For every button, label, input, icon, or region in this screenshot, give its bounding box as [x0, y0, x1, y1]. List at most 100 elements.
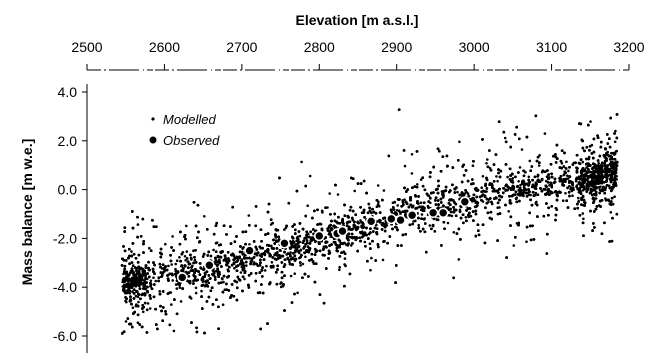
- modelled-point: [581, 212, 585, 215]
- modelled-point: [608, 158, 612, 161]
- modelled-point: [296, 291, 299, 295]
- modelled-point: [298, 234, 302, 238]
- modelled-point: [194, 286, 198, 290]
- modelled-point: [178, 286, 182, 289]
- modelled-point: [560, 162, 564, 165]
- modelled-point: [486, 158, 489, 161]
- modelled-point: [507, 210, 511, 213]
- modelled-point: [233, 266, 236, 270]
- modelled-point: [589, 120, 592, 123]
- modelled-point: [175, 287, 179, 290]
- modelled-point: [382, 189, 386, 192]
- modelled-point: [471, 164, 475, 167]
- modelled-point: [164, 242, 167, 246]
- modelled-point: [410, 172, 414, 175]
- modelled-point: [582, 217, 585, 221]
- modelled-point: [301, 262, 305, 266]
- modelled-point: [427, 194, 431, 197]
- modelled-point: [170, 303, 173, 306]
- modelled-point: [183, 254, 187, 258]
- modelled-point: [481, 175, 485, 178]
- modelled-point: [525, 240, 528, 243]
- modelled-point: [458, 140, 461, 144]
- modelled-point: [216, 254, 220, 258]
- modelled-point: [375, 227, 379, 230]
- modelled-point: [223, 288, 227, 292]
- modelled-point: [338, 265, 342, 269]
- modelled-point: [184, 259, 187, 262]
- modelled-point: [336, 193, 340, 196]
- modelled-point: [136, 295, 140, 299]
- modelled-point: [146, 302, 150, 305]
- modelled-point: [152, 276, 155, 280]
- modelled-point: [568, 184, 571, 188]
- modelled-point: [185, 250, 189, 253]
- modelled-point: [450, 214, 454, 218]
- modelled-point: [609, 211, 613, 214]
- modelled-point: [193, 258, 197, 262]
- modelled-point: [170, 263, 173, 266]
- modelled-point: [375, 205, 379, 208]
- modelled-point: [419, 201, 423, 204]
- modelled-point: [343, 257, 347, 260]
- modelled-point: [131, 306, 135, 310]
- modelled-point: [178, 255, 181, 259]
- modelled-point: [536, 193, 540, 196]
- modelled-point: [200, 289, 203, 293]
- modelled-point: [158, 290, 161, 293]
- modelled-point: [167, 264, 170, 268]
- modelled-point: [428, 224, 432, 227]
- modelled-point: [496, 179, 499, 183]
- modelled-point: [243, 277, 246, 281]
- modelled-point: [304, 255, 307, 259]
- modelled-point: [148, 246, 151, 250]
- modelled-point: [222, 280, 225, 284]
- modelled-point: [512, 244, 516, 247]
- modelled-point: [419, 178, 423, 181]
- modelled-point: [369, 268, 372, 272]
- modelled-point: [378, 205, 381, 208]
- modelled-point: [326, 206, 329, 209]
- modelled-point: [537, 164, 541, 167]
- modelled-point: [136, 223, 140, 226]
- modelled-point: [370, 256, 373, 260]
- modelled-point: [299, 264, 302, 267]
- modelled-point: [207, 281, 211, 285]
- modelled-point: [154, 279, 157, 283]
- modelled-point: [270, 261, 274, 264]
- modelled-point: [566, 174, 569, 177]
- modelled-point: [322, 245, 326, 248]
- modelled-point: [519, 183, 522, 187]
- modelled-point: [349, 244, 353, 247]
- modelled-point: [338, 268, 341, 272]
- modelled-point: [265, 264, 268, 268]
- modelled-point: [452, 231, 456, 234]
- modelled-point: [248, 243, 251, 246]
- modelled-point: [263, 269, 267, 272]
- modelled-point: [169, 291, 173, 294]
- modelled-point: [149, 279, 153, 283]
- modelled-point: [614, 129, 617, 133]
- modelled-point: [410, 153, 414, 156]
- modelled-point: [495, 175, 498, 178]
- modelled-point: [396, 204, 400, 207]
- modelled-point: [517, 180, 520, 183]
- modelled-point: [174, 262, 177, 266]
- modelled-point: [545, 175, 549, 178]
- modelled-point: [538, 154, 541, 157]
- modelled-point: [308, 174, 312, 178]
- modelled-point: [185, 224, 188, 228]
- modelled-point: [131, 290, 134, 293]
- modelled-point: [288, 260, 291, 264]
- modelled-point: [457, 258, 461, 261]
- modelled-point: [613, 140, 617, 144]
- modelled-point: [480, 186, 484, 189]
- modelled-point: [239, 271, 243, 274]
- modelled-point: [496, 212, 500, 216]
- modelled-point: [128, 292, 132, 295]
- modelled-point: [490, 202, 494, 206]
- modelled-point: [293, 272, 297, 276]
- modelled-point: [464, 216, 468, 219]
- modelled-point: [192, 249, 195, 253]
- modelled-point: [358, 236, 362, 239]
